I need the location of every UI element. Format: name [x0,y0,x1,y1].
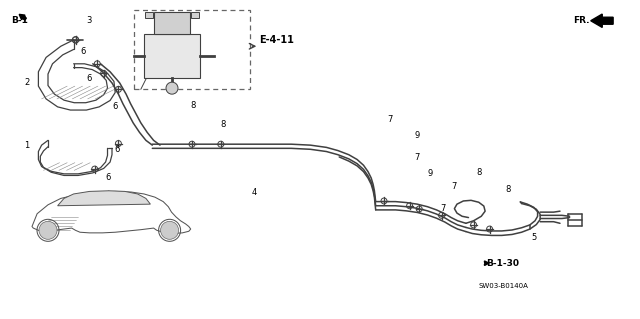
Text: E-4-11: E-4-11 [259,35,294,45]
Text: SW03-B0140A: SW03-B0140A [479,283,529,288]
Text: 2: 2 [24,78,29,87]
Text: 1: 1 [24,141,29,150]
Text: 6: 6 [112,102,117,111]
Bar [144,34,200,78]
Bar [154,12,190,34]
Polygon shape [58,191,150,206]
Text: 7: 7 [451,182,456,191]
Text: 6: 6 [114,145,119,154]
Text: B-1: B-1 [12,16,28,25]
Text: 7: 7 [440,204,445,213]
FancyArrow shape [19,14,26,20]
Bar [134,10,250,89]
Text: FR.: FR. [573,16,589,25]
Text: 7: 7 [387,115,392,124]
Text: 7: 7 [415,153,420,162]
FancyArrow shape [591,14,613,27]
Text: 6: 6 [106,173,111,182]
Circle shape [166,82,178,94]
Circle shape [161,221,179,239]
Text: 9: 9 [428,169,433,178]
Text: 5: 5 [532,233,537,242]
Text: 3: 3 [86,16,92,25]
FancyArrow shape [484,261,489,265]
Text: 8: 8 [506,185,511,194]
Text: 6: 6 [86,74,92,83]
Text: 8: 8 [221,120,226,129]
Text: 4: 4 [252,189,257,197]
Text: B-1-30: B-1-30 [486,259,520,268]
Text: 8: 8 [191,101,196,110]
Bar [145,12,153,18]
Text: 9: 9 [415,131,420,140]
Bar [191,12,199,18]
Circle shape [39,221,57,239]
Text: 8: 8 [477,168,482,177]
Text: 6: 6 [80,47,85,56]
